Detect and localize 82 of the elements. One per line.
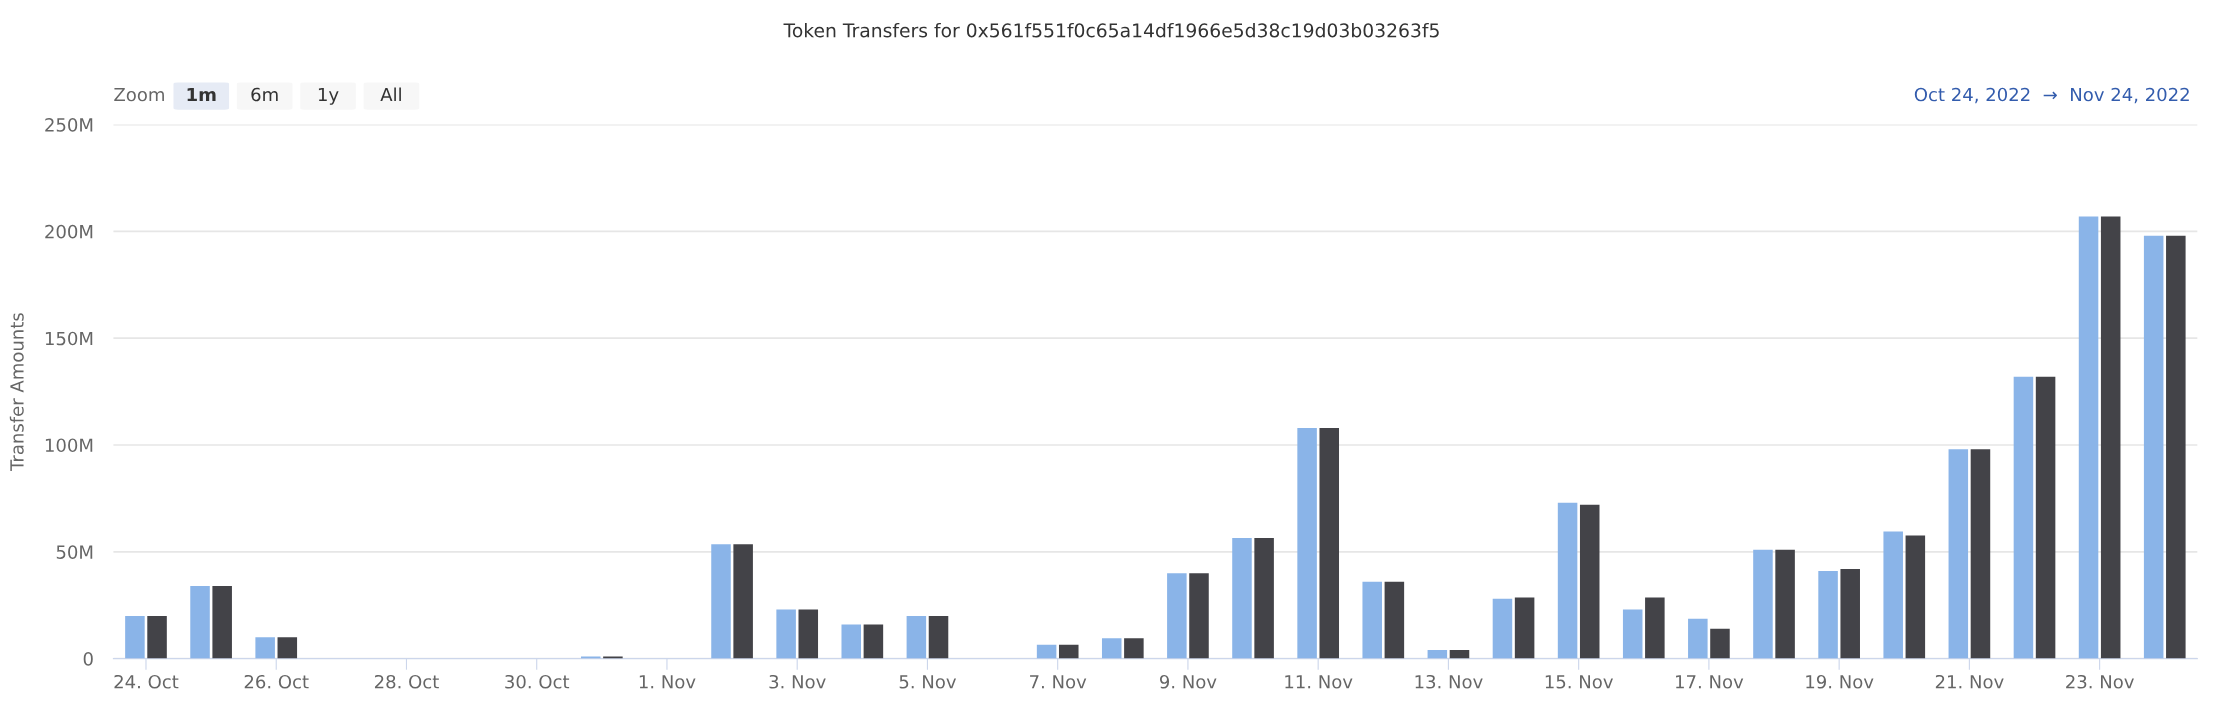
- bar: [1101, 638, 1122, 659]
- y-tick-label: 50M: [56, 545, 93, 559]
- bar: [1688, 618, 1708, 659]
- chart-title: Token Transfers for 0x561f551f0c65a14df1966e5d38c19d03b03263f5: [783, 22, 1439, 38]
- text: 1y: [318, 87, 339, 105]
- x-tick-label: 5. Nov: [899, 675, 957, 689]
- bar: [2143, 235, 2164, 659]
- y-tick-label: 150M: [45, 331, 93, 346]
- bar: [1514, 597, 1535, 659]
- bar: [733, 544, 753, 659]
- bar: [1775, 549, 1795, 659]
- bar: [1036, 644, 1057, 659]
- bar: [1622, 609, 1643, 659]
- y-tick-label: 250M: [45, 118, 93, 132]
- x-tick-label: 30. Oct: [505, 674, 570, 689]
- bar: [147, 615, 167, 659]
- x-tick-label: 13. Nov: [1415, 674, 1483, 689]
- x-tick-label: 15. Nov: [1545, 675, 1613, 689]
- bar: [863, 624, 884, 659]
- text: Oct 24, 2022 → Nov 24, 2022: [1914, 87, 2189, 104]
- bar: [1297, 427, 1317, 659]
- bar: [1384, 581, 1405, 659]
- bar: [125, 615, 145, 659]
- x-tick-label: 11. Nov: [1285, 675, 1353, 689]
- bar: [798, 609, 819, 659]
- text: 1m: [187, 87, 216, 102]
- bar: [255, 637, 275, 659]
- x-tick-label: 17. Nov: [1676, 675, 1744, 689]
- x-tick-label: 21. Nov: [1935, 674, 2004, 689]
- bar: [1167, 573, 1187, 659]
- bar: [1058, 644, 1079, 659]
- x-tick-label: 1. Nov: [639, 675, 696, 689]
- y-tick-label: 200M: [45, 224, 93, 239]
- bar: [1883, 531, 1903, 659]
- bar: [906, 615, 927, 659]
- bar: [212, 585, 232, 659]
- bar: [2166, 235, 2186, 659]
- bar: [1319, 427, 1340, 659]
- x-tick-label: 3. Nov: [769, 674, 826, 689]
- x-tick-label: 28. Oct: [374, 674, 439, 689]
- x-tick-label: 26. Oct: [244, 674, 309, 689]
- bar: [1492, 598, 1513, 659]
- bar: [1427, 650, 1448, 659]
- bar: [190, 585, 210, 659]
- y-tick-label: 100M: [45, 438, 93, 453]
- bar: [2013, 376, 2034, 659]
- bar: [1189, 573, 1209, 659]
- bar: [1557, 502, 1578, 659]
- bar: [1840, 568, 1860, 659]
- bar: [1818, 571, 1838, 659]
- bar: [1970, 449, 1991, 659]
- bar: [1449, 650, 1470, 659]
- bar: [2078, 216, 2099, 659]
- y-tick-label: 0: [83, 652, 93, 666]
- x-tick-label: 19. Nov: [1806, 674, 1874, 689]
- bar: [1753, 549, 1773, 659]
- bar: [1579, 504, 1600, 659]
- bar: [2100, 216, 2121, 659]
- bar: [1645, 597, 1665, 659]
- bar: [1254, 537, 1274, 659]
- bar: [711, 544, 731, 659]
- bar: [1124, 638, 1144, 659]
- bar: [1905, 535, 1926, 659]
- bar: [928, 615, 949, 659]
- bar: [277, 637, 298, 659]
- bar: [1948, 449, 1969, 659]
- bar: [581, 656, 601, 659]
- bar: [2035, 376, 2056, 659]
- x-tick-label: 9. Nov: [1159, 674, 1217, 689]
- y-axis-title: Transfer Amounts: [9, 313, 24, 471]
- bar: [1232, 537, 1252, 659]
- bar: [1710, 628, 1730, 659]
- text: 6m: [251, 87, 278, 102]
- bar: [776, 609, 796, 659]
- bar: [1362, 581, 1382, 659]
- text: All: [380, 87, 401, 102]
- text: Zoom: [114, 87, 164, 102]
- x-tick-label: 7. Nov: [1030, 675, 1087, 689]
- x-tick-label: 23. Nov: [2066, 674, 2134, 689]
- bar: [603, 656, 623, 659]
- bar: [841, 624, 862, 659]
- x-tick-label: 24. Oct: [114, 674, 179, 689]
